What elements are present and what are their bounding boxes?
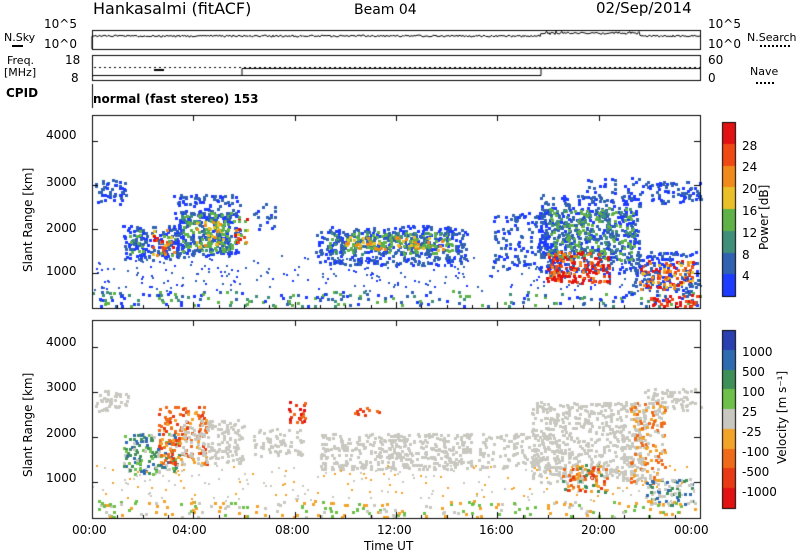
xtick-1200: 12:00: [377, 523, 412, 537]
velocity-cbar-label: Velocity [m s⁻¹]: [775, 370, 789, 464]
nave-tick-top: 60: [708, 53, 724, 67]
nave-legend-dots: [756, 82, 774, 84]
velocity-cbar-tick-1000: 1000: [742, 345, 773, 359]
power-cbar-tick-20: 20: [742, 182, 758, 196]
power-cbar-tick-24: 24: [742, 160, 758, 174]
cpid-label: CPID: [6, 86, 39, 100]
freq-label-2: [MHz]: [4, 66, 37, 79]
power-cbar-tick-28: 28: [742, 139, 758, 153]
date-label: 02/Sep/2014: [596, 0, 692, 17]
velocity-cbar-tick-m1000: -1000: [742, 485, 777, 499]
velocity-ytick-1000: 1000: [46, 471, 77, 485]
freq-tick-top: 18: [65, 53, 81, 67]
nsky-legend-line: [12, 45, 23, 47]
velocity-cbar-tick-100: 100: [742, 385, 765, 399]
nsky-tick-bottom: 10^0: [44, 37, 77, 51]
xtick-1600: 16:00: [479, 523, 514, 537]
nsearch-legend-dots: [760, 45, 790, 47]
power-ytick-1000: 1000: [46, 264, 77, 278]
xtick-0400: 04:00: [172, 523, 207, 537]
beam-label: Beam 04: [354, 2, 417, 18]
velocity-cbar-tick-500: 500: [742, 365, 765, 379]
power-cbar-tick-12: 12: [742, 226, 758, 240]
velocity-cbar-tick-m500: -500: [742, 465, 770, 479]
velocity-ytick-4000: 4000: [46, 335, 77, 349]
power-ytick-4000: 4000: [46, 128, 77, 142]
velocity-ylabel: Slant Range [km]: [21, 372, 35, 477]
xtick-2000: 20:00: [581, 523, 616, 537]
velocity-ytick-2000: 2000: [46, 426, 77, 440]
power-ylabel: Slant Range [km]: [21, 167, 35, 272]
power-ytick-2000: 2000: [46, 221, 77, 235]
nsky-tick-top: 10^5: [44, 17, 77, 31]
nsearch-label: N.Search: [747, 31, 797, 44]
velocity-ytick-3000: 3000: [46, 380, 77, 394]
power-cbar-label: Power [dB]: [757, 184, 771, 250]
nsky-tick-top-right: 10^5: [708, 17, 741, 31]
station-title: Hankasalmi (fitACF): [93, 0, 252, 18]
power-cbar-tick-8: 8: [742, 248, 750, 262]
power-cbar-tick-16: 16: [742, 204, 758, 218]
nave-label: Nave: [750, 65, 779, 78]
power-cbar-tick-4: 4: [742, 269, 750, 283]
velocity-cbar-tick-m100: -100: [742, 445, 770, 459]
nave-tick-bottom: 0: [708, 71, 716, 85]
xtick-2400: 00:00: [674, 523, 709, 537]
xtick-0000: 00:00: [72, 523, 107, 537]
velocity-cbar-tick-25: 25: [742, 405, 758, 419]
xlabel: Time UT: [364, 539, 414, 553]
xtick-0800: 08:00: [275, 523, 310, 537]
nsky-tick-bottom-right: 10^0: [708, 37, 741, 51]
power-ytick-3000: 3000: [46, 175, 77, 189]
freq-tick-bottom: 8: [71, 71, 79, 85]
nsky-label: N.Sky: [4, 31, 36, 44]
freq-label-1: Freq.: [7, 54, 35, 67]
cpid-text: normal (fast stereo) 153: [93, 92, 259, 106]
velocity-cbar-tick-m25: -25: [742, 425, 762, 439]
